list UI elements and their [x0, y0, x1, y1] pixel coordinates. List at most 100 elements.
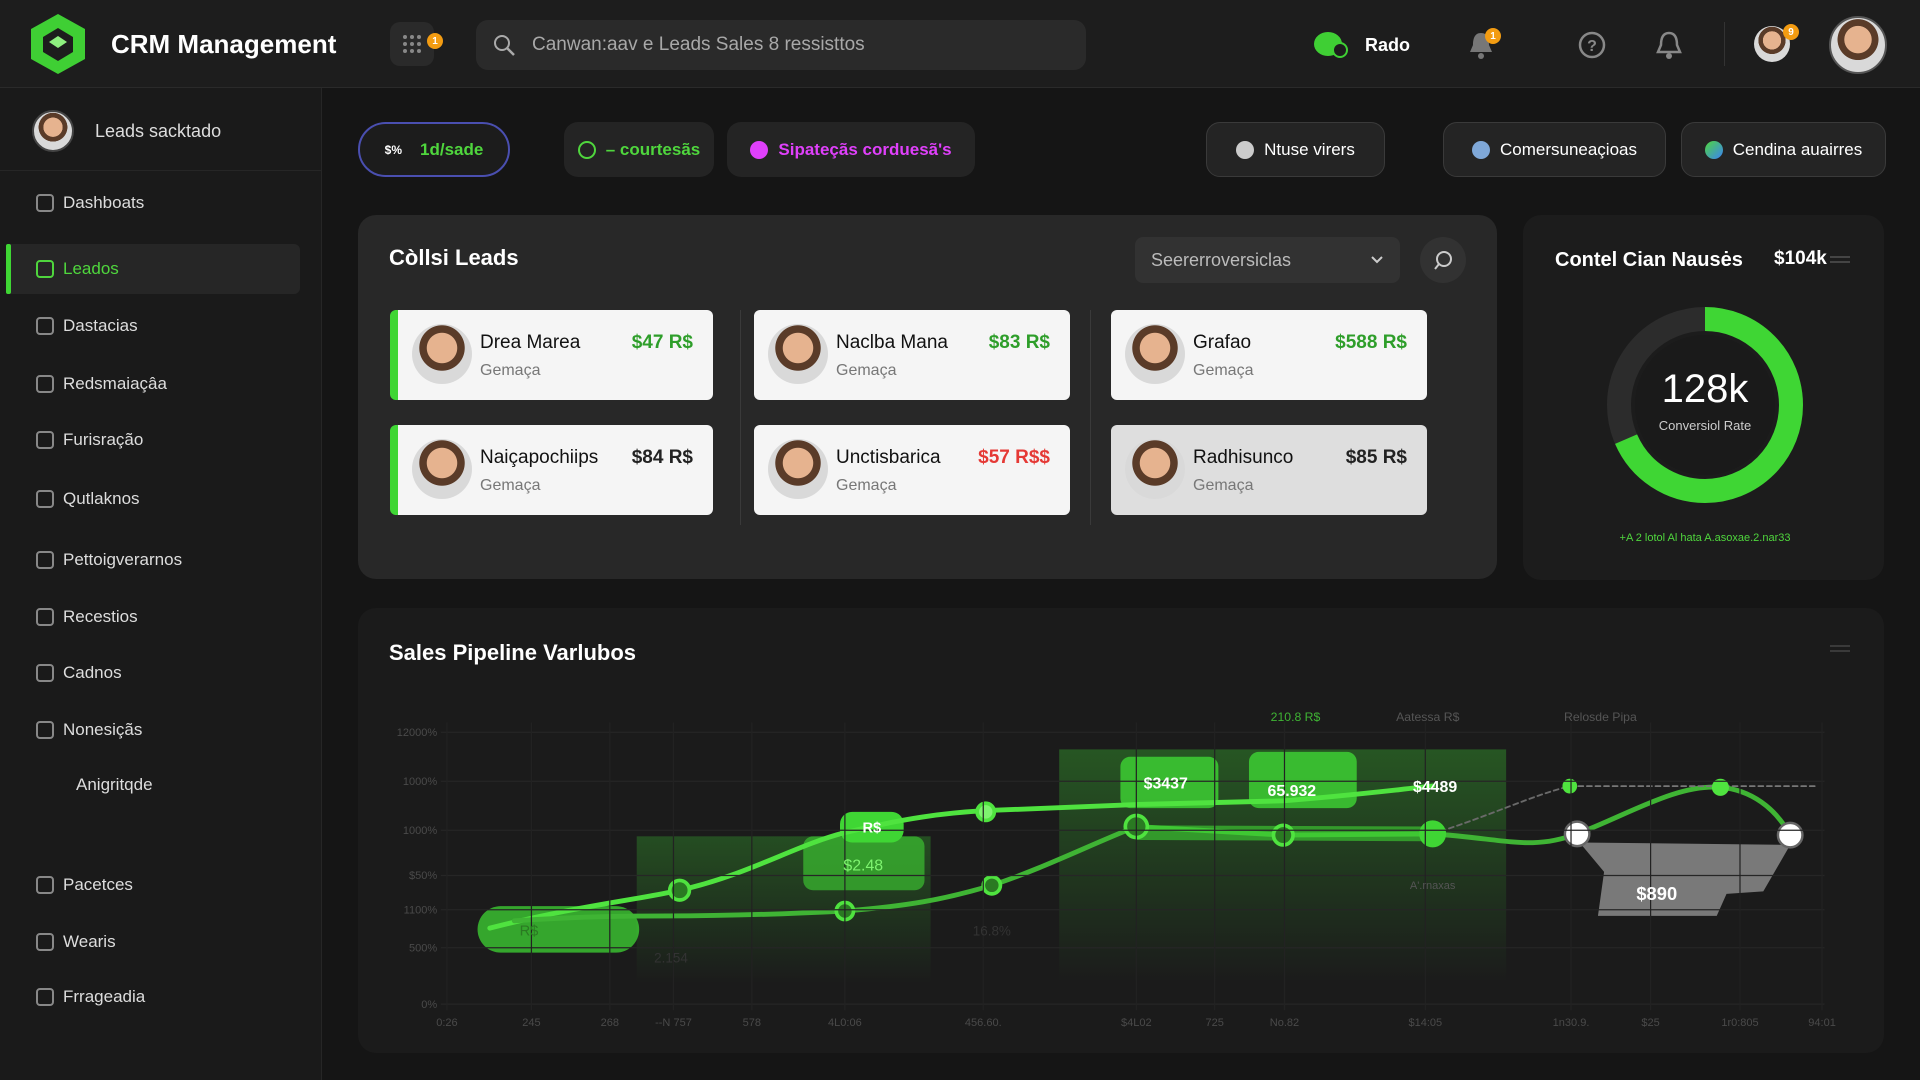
nav-icon — [36, 551, 54, 569]
chip-icon — [1471, 140, 1490, 159]
dropdown-label: Seererroversiclas — [1151, 249, 1292, 270]
profile-badge: 9 — [1783, 24, 1799, 40]
app-title: CRM Management — [111, 28, 337, 59]
chip-label: Cendina auairres — [1732, 139, 1863, 159]
conversion-panel: Contel Cian Nausės $104k 128k Conversiol… — [1523, 215, 1884, 580]
nav-item[interactable]: Pacetces — [6, 860, 300, 910]
chevron — [1371, 256, 1383, 264]
lead-subtitle: Gemaça — [1193, 477, 1254, 494]
lead-card[interactable]: Grafao Gemaça $588 R$ — [1111, 310, 1427, 400]
nav-label: Nonesiçãs — [63, 720, 143, 739]
lead-avatar — [768, 439, 828, 499]
nav-icon — [36, 490, 54, 508]
lead-name: Unctisbarica — [836, 447, 941, 468]
nav-label: Leados — [63, 259, 119, 278]
chip-prefix: $% — [384, 142, 403, 157]
search-icon — [494, 35, 515, 56]
help-icon[interactable]: ? — [1577, 30, 1607, 60]
nav-icon — [36, 876, 54, 894]
profile-avatar[interactable] — [1829, 16, 1887, 74]
nav-label: Anigritqde — [76, 775, 153, 794]
lead-card[interactable]: Naclba Mana Gemaça $83 R$ — [754, 310, 1070, 400]
nav-label: Redsmaiaçâa — [63, 374, 167, 393]
nav-label: Dastacias — [63, 316, 138, 335]
lead-price: $57 R$$ — [978, 447, 1050, 468]
search-icon — [1434, 251, 1452, 270]
lead-card[interactable]: Radhisunco Gemaça $85 R$ — [1111, 425, 1427, 515]
conversion-label: Conversiol Rate — [1658, 417, 1752, 433]
lead-name: Radhisunco — [1193, 447, 1294, 468]
nav-item[interactable]: Redsmaiaçâa — [6, 359, 300, 409]
lead-subtitle: Gemaça — [480, 362, 541, 379]
chip-label: 1d/sade — [420, 139, 484, 159]
active-indicator — [6, 244, 11, 294]
user-name[interactable]: Rado — [1365, 34, 1410, 55]
nav-icon — [36, 608, 54, 626]
lead-subtitle: Gemaça — [1193, 362, 1254, 379]
nav-item[interactable]: Anigritqde — [6, 760, 300, 810]
alerts-icon[interactable] — [1654, 30, 1684, 60]
nav-icon — [36, 317, 54, 335]
menu-icon[interactable] — [1830, 644, 1850, 654]
status-icon[interactable] — [1310, 28, 1350, 62]
apps-badge: 1 — [427, 33, 443, 49]
sidebar-avatar — [32, 110, 74, 152]
divider — [0, 170, 322, 171]
filter-chip[interactable]: – courtesãs — [564, 122, 714, 177]
lead-price: $85 R$ — [1345, 447, 1407, 468]
lead-card[interactable]: Drea Marea Gemaça $47 R$ — [390, 310, 713, 400]
apps-button[interactable] — [390, 22, 434, 66]
top-bar: CRM Management 1 Canwan:aav e Leads Sale… — [0, 0, 1920, 88]
divider — [1090, 310, 1091, 525]
donut — [1607, 307, 1803, 503]
filter-chip[interactable]: $% 1d/sade — [358, 122, 510, 177]
lead-price: $84 R$ — [631, 447, 693, 468]
nav-icon — [36, 721, 54, 739]
nav-label: Furisração — [63, 430, 144, 449]
nav-icon — [36, 933, 54, 951]
sidebar-profile: Leads sacktado — [95, 120, 222, 141]
nav-item[interactable]: Pettoigverarnos — [6, 535, 300, 585]
menu-icon[interactable] — [1830, 255, 1850, 267]
filter-chip[interactable]: Ntuse virers — [1206, 122, 1385, 177]
chip-label: Sipateçãs corduesã's — [778, 139, 952, 159]
lead-subtitle: Gemaça — [836, 362, 897, 379]
chip-icon — [577, 140, 596, 159]
search-button[interactable] — [1420, 237, 1466, 283]
dropdown[interactable]: Seererroversiclas — [1135, 237, 1400, 283]
search-bar[interactable]: Canwan:aav e Leads Sales 8 ressisttos — [476, 20, 1086, 70]
lead-card[interactable]: Naiçapochiips Gemaça $84 R$ — [390, 425, 713, 515]
nav-item[interactable]: Furisração — [6, 415, 300, 465]
nav-item[interactable]: Recestios — [6, 592, 300, 642]
nav-item[interactable]: Qutlaknos — [6, 474, 300, 524]
nav-label: Pacetces — [63, 875, 133, 894]
chip-label: Ntuse virers — [1264, 139, 1355, 159]
logo[interactable] — [28, 12, 88, 76]
nav-item[interactable]: Nonesiçãs — [6, 705, 300, 755]
nav-item[interactable]: Frrageadia — [6, 972, 300, 1022]
filter-chip[interactable]: Sipateçãs corduesã's — [727, 122, 975, 177]
nav-item[interactable]: Dastacias — [6, 301, 300, 351]
panel-title: Còllsi Leads — [389, 245, 519, 270]
nav-item[interactable]: Wearis — [6, 917, 300, 967]
lead-name: Drea Marea — [480, 332, 581, 353]
nav-label: Frrageadia — [63, 987, 146, 1006]
lead-card[interactable]: Unctisbarica Gemaça $57 R$$ — [754, 425, 1070, 515]
apps-icon — [403, 35, 421, 53]
filter-chip[interactable]: Comersuneaçioas — [1443, 122, 1666, 177]
nav-item[interactable]: Cadnos — [6, 648, 300, 698]
lead-name: Naiçapochiips — [480, 447, 599, 468]
lead-price: $588 R$ — [1335, 332, 1407, 353]
nav-item[interactable]: Leados — [6, 244, 300, 294]
lead-name: Grafao — [1193, 332, 1252, 353]
lead-name: Naclba Mana — [836, 332, 948, 353]
lead-avatar — [768, 324, 828, 384]
lead-avatar — [1125, 439, 1185, 499]
filter-chip[interactable]: Cendina auairres — [1681, 122, 1886, 177]
search-placeholder: Canwan:aav e Leads Sales 8 ressisttos — [532, 34, 865, 55]
nav-icon — [36, 664, 54, 682]
nav-item[interactable]: Dashboats — [6, 178, 300, 228]
nav-icon — [36, 431, 54, 449]
leads-panel: Còllsi Leads Seererroversiclas Drea Mare… — [358, 215, 1497, 579]
